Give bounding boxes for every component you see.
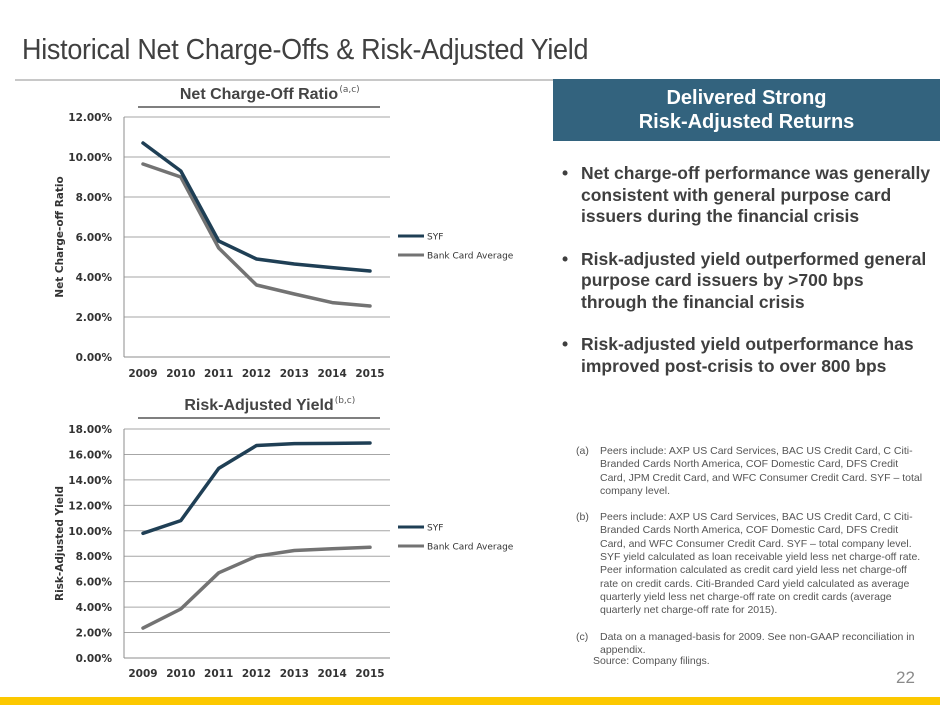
chart-title-superscript: (a,c) (339, 85, 359, 95)
y-tick-label: 12.00% (68, 500, 112, 512)
legend-label: SYF (427, 233, 443, 243)
y-tick-label: 6.00% (76, 577, 113, 589)
risk-adjusted-yield-chart: Risk-Adjusted Yield (b,c)0.00%2.00%4.00%6… (54, 396, 514, 680)
callout-line-1: Delivered Strong (666, 87, 827, 109)
callout-line-2: Risk-Adjusted Returns (638, 111, 855, 133)
y-tick-label: 8.00% (76, 192, 113, 204)
legend-label: Bank Card Average (427, 252, 514, 262)
footnote-tag: (a) (576, 445, 589, 457)
footnote-tag: (c) (576, 630, 589, 643)
bullet-text: Risk-adjusted yield outperformance has i… (581, 334, 914, 376)
x-tick-label: 2009 (128, 668, 157, 680)
bullet-icon: • (562, 248, 569, 269)
x-tick-label: 2010 (166, 368, 195, 380)
x-tick-label: 2011 (204, 668, 233, 680)
legend-label: SYF (427, 524, 443, 534)
chart-title: Risk-Adjusted Yield (184, 397, 333, 414)
footnote-text: Peers include: AXP US Card Services, BAC… (600, 511, 921, 617)
series-line-syf (141, 441, 372, 536)
y-tick-label: 4.00% (76, 602, 113, 614)
y-tick-label: 14.00% (68, 475, 112, 487)
x-tick-label: 2013 (280, 668, 309, 680)
y-tick-label: 12.00% (68, 112, 112, 124)
chart-title: Net Charge-Off Ratio (180, 86, 338, 103)
footer-bar (0, 697, 940, 705)
chart-title-superscript: (b,c) (335, 396, 356, 406)
x-tick-label: 2014 (318, 668, 347, 680)
y-tick-label: 0.00% (76, 653, 113, 665)
y-tick-label: 18.00% (68, 424, 112, 436)
footnote-text: Peers include: AXP US Card Services, BAC… (600, 445, 923, 497)
bullet-text: Risk-adjusted yield outperformed general… (581, 248, 927, 312)
y-axis-title: Net Charge-off Ratio (54, 176, 66, 297)
footnote: (a) Peers include: AXP US Card Services, … (576, 445, 926, 498)
footnote-text: Data on a managed-basis for 2009. See no… (600, 630, 915, 656)
title-divider (15, 79, 553, 81)
bullet-icon: • (562, 334, 569, 354)
callout-banner: Delivered Strong Risk-Adjusted Returns (553, 79, 940, 141)
y-tick-label: 8.00% (76, 551, 113, 563)
y-tick-label: 6.00% (76, 232, 113, 244)
x-tick-label: 2015 (355, 368, 384, 380)
y-tick-label: 4.00% (76, 272, 113, 284)
y-tick-label: 16.00% (68, 449, 112, 461)
x-tick-label: 2012 (242, 668, 271, 680)
page-title: Historical Net Charge-Offs & Risk-Adjust… (22, 34, 589, 66)
x-tick-label: 2015 (355, 668, 384, 680)
y-tick-label: 0.00% (76, 352, 113, 364)
footnote-tag: (b) (576, 511, 589, 524)
x-tick-label: 2010 (166, 668, 195, 680)
bullet-text: Net charge-off performance was generally… (581, 163, 931, 226)
x-tick-label: 2011 (204, 368, 233, 380)
net-charge-off-chart: Net Charge-Off Ratio (a,c) 0.00% 2.00% 4.00%… (54, 85, 514, 380)
x-tick-label: 2014 (318, 368, 347, 380)
x-tick-label: 2012 (242, 368, 271, 380)
bullet-item: • Net charge-off performance was generall… (562, 163, 932, 228)
y-tick-label: 10.00% (68, 152, 112, 164)
footnotes: (a) Peers include: AXP US Card Services, … (576, 445, 926, 670)
footnote: (b) Peers include: AXP US Card Services, … (576, 511, 926, 617)
x-tick-label: 2013 (280, 368, 309, 380)
bullet-item: • Risk-adjusted yield outperformance has … (562, 334, 932, 377)
legend-label: Bank Card Average (427, 543, 514, 553)
y-axis-title: Risk-Adjusted Yield (54, 486, 66, 601)
key-points-list: • Net charge-off performance was generall… (562, 163, 932, 398)
bullet-item: • Risk-adjusted yield outperformed genera… (562, 249, 932, 314)
series-line-bank-card-average (141, 545, 372, 630)
source-note: Source: Company filings. (593, 655, 710, 667)
series-line-syf (141, 141, 372, 273)
series-line-bank-card-average (141, 162, 372, 308)
y-tick-label: 2.00% (76, 312, 113, 324)
footnote: (c) Data on a managed-basis for 2009. See… (576, 631, 926, 658)
page-number: 22 (896, 668, 915, 687)
bullet-icon: • (562, 163, 569, 183)
y-tick-label: 10.00% (68, 526, 112, 538)
y-tick-label: 2.00% (76, 628, 113, 640)
x-tick-label: 2009 (128, 368, 157, 380)
